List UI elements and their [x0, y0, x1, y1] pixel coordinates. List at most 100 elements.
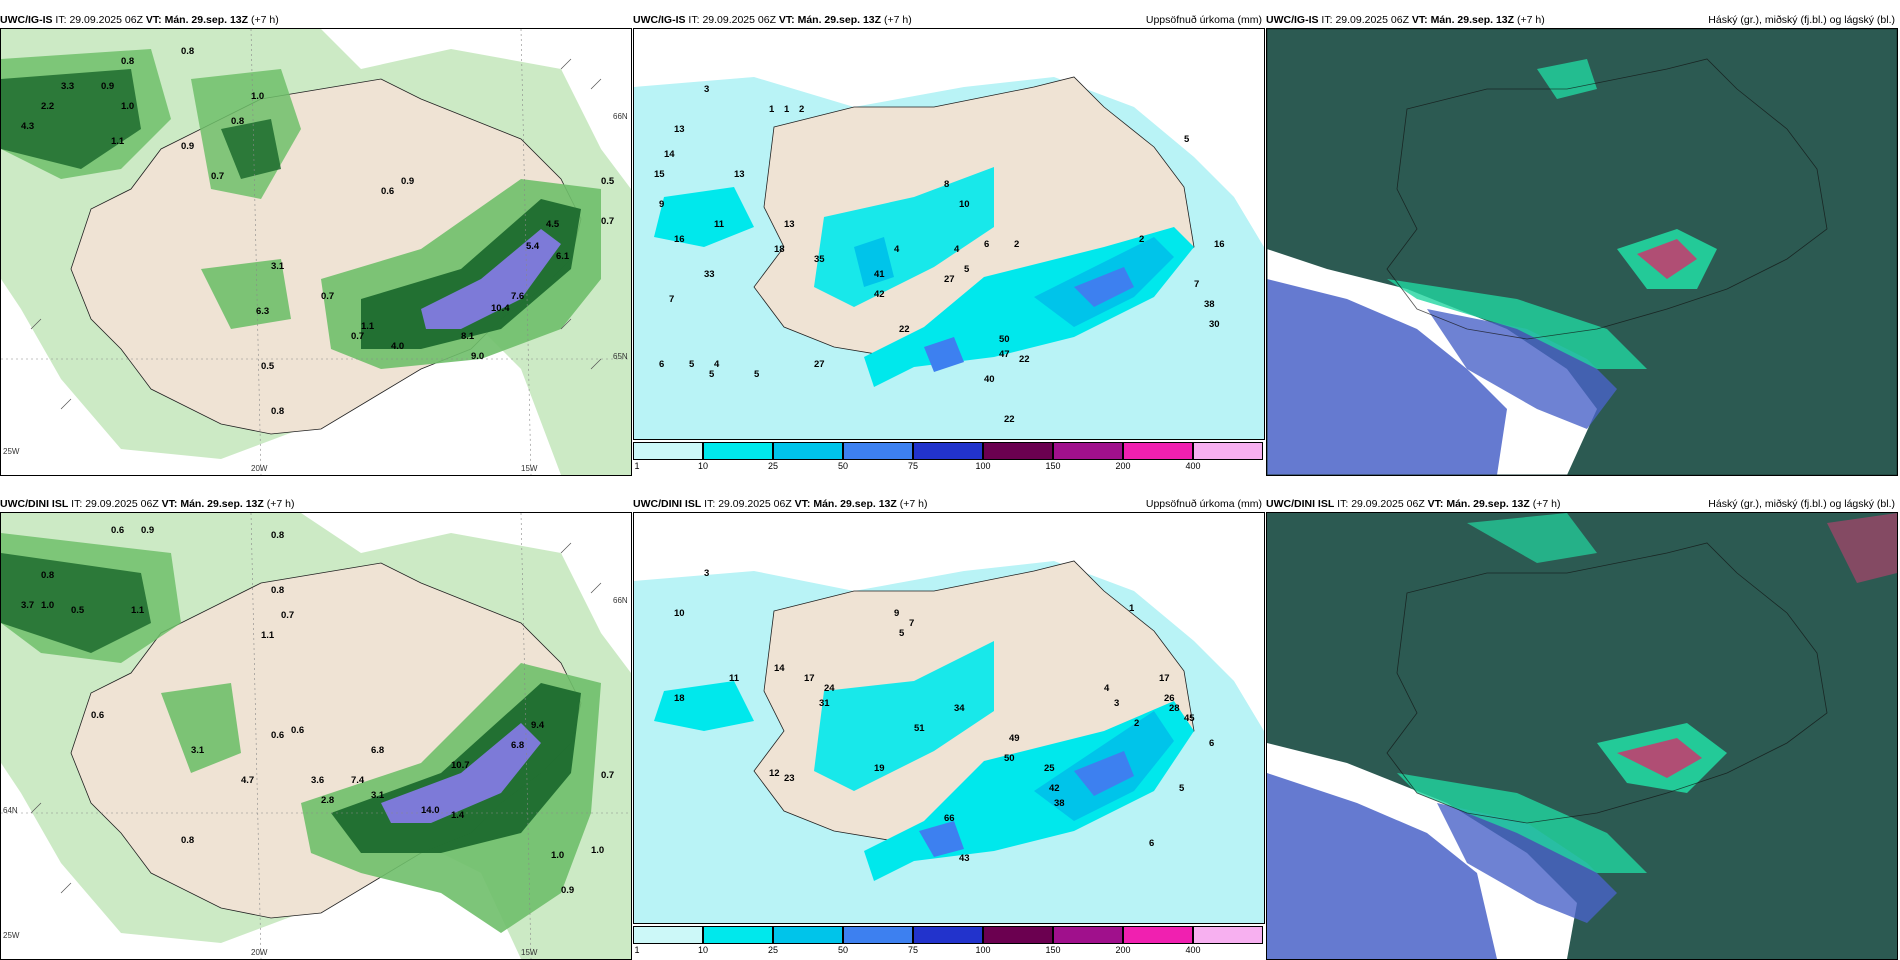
model-name: UWC/IG-IS: [0, 14, 53, 26]
accum-map: 3 1 1 2 13 14 15 9 11 16 13 13 18 35 42 41 27 33 22 27 50 47 2…: [633, 28, 1265, 440]
value-label: 47: [999, 349, 1010, 360]
value-label: 0.7: [281, 610, 294, 621]
it-label: IT:: [704, 498, 716, 510]
value-label: 3: [1114, 698, 1119, 709]
cloud-map-svg: [1267, 29, 1897, 475]
colorbar-swatch: [843, 442, 913, 460]
panel-accum-dini: UWC/DINI ISL IT: 29.09.2025 06Z VT: Mán.…: [633, 496, 1265, 955]
colorbar-label: 200: [1115, 461, 1131, 471]
value-label: 1.0: [121, 101, 134, 112]
panel-header: UWC/IG-IS IT: 29.09.2025 06Z VT: Mán. 29…: [633, 12, 1265, 28]
value-label: 3: [704, 568, 709, 579]
value-label: 27: [814, 359, 825, 370]
value-label: 0.9: [401, 176, 414, 187]
value-label: 1.1: [111, 136, 125, 147]
value-label: 0.9: [181, 141, 194, 152]
value-label: 6: [984, 239, 989, 250]
colorbar-swatch: [703, 442, 773, 460]
panel-accum-igis: UWC/IG-IS IT: 29.09.2025 06Z VT: Mán. 29…: [633, 12, 1265, 471]
value-label: 13: [674, 124, 685, 135]
value-label: 4.0: [391, 341, 404, 352]
value-label: 17: [804, 673, 815, 684]
value-label: 9: [659, 199, 664, 210]
value-label: 2: [1134, 718, 1139, 729]
value-label: 3.1: [191, 745, 205, 756]
value-label: 38: [1054, 798, 1065, 809]
value-label: 38: [1204, 299, 1215, 310]
value-label: 6.8: [511, 740, 524, 751]
value-label: 41: [874, 269, 885, 280]
panel-title: Háský (gr.), miðský (fj.bl.) og lágský (…: [1708, 498, 1895, 510]
value-label: 5: [754, 369, 760, 380]
colorbar-swatch: [1123, 926, 1193, 944]
colorbar-label: 75: [907, 461, 919, 471]
colorbar-label: 25: [767, 945, 779, 955]
value-label: 0.5: [601, 176, 615, 187]
offset: (+7 h): [899, 498, 928, 510]
value-label: 3: [704, 84, 709, 95]
value-label: 50: [1004, 753, 1015, 764]
it-value: 29.09.2025 06Z: [85, 498, 159, 510]
value-label: 3.1: [271, 261, 285, 272]
value-label: 9.0: [471, 351, 484, 362]
colorbar-swatch: [1193, 442, 1263, 460]
colorbar-swatch: [1053, 926, 1123, 944]
value-label: 22: [1019, 354, 1030, 365]
model-name: UWC/DINI ISL: [1266, 498, 1335, 510]
value-label: 4: [714, 359, 720, 370]
value-label: 1.4: [451, 810, 465, 821]
value-label: 0.9: [141, 525, 154, 536]
colorbar-label: 50: [837, 461, 849, 471]
value-label: 1.1: [361, 321, 375, 332]
it-label: IT:: [1321, 14, 1333, 26]
value-label: 4: [1104, 683, 1110, 694]
value-label: 13: [734, 169, 745, 180]
model-name: UWC/IG-IS: [1266, 14, 1319, 26]
value-label: 1.0: [41, 600, 54, 611]
colorbar-label: 150: [1045, 945, 1061, 955]
colorbar-label: 150: [1045, 461, 1061, 471]
accum-map-svg: 3101811141724311923513449502542386643284…: [634, 531, 1264, 923]
colorbar-swatch: [1053, 442, 1123, 460]
colorbar-swatch: [983, 442, 1053, 460]
value-label: 10: [674, 608, 685, 619]
value-label: 8.1: [461, 331, 475, 342]
value-label: 11: [714, 219, 725, 230]
it-label: IT:: [55, 14, 67, 26]
value-label: 49: [1009, 733, 1020, 744]
colorbar-label: 1: [634, 461, 640, 471]
value-label: 19: [874, 763, 885, 774]
value-label: 0.6: [91, 710, 104, 721]
lon-label-left: 25W: [3, 447, 20, 456]
value-label: 18: [774, 244, 785, 255]
colorbar-swatch: [703, 926, 773, 944]
it-label: IT:: [71, 498, 83, 510]
panel-cloud-igis: UWC/IG-IS IT: 29.09.2025 06Z VT: Mán. 29…: [1266, 12, 1898, 476]
value-label: 6: [1149, 838, 1154, 849]
value-label: 12: [769, 768, 780, 779]
value-label: 3.6: [311, 775, 324, 786]
lon-label-mid: 20W: [251, 464, 268, 473]
value-label: 10.7: [451, 760, 470, 771]
value-label: 1.1: [131, 605, 145, 616]
value-label: 1: [1129, 603, 1135, 614]
value-label: 5: [1179, 783, 1185, 794]
cloud-map-svg: [1267, 513, 1897, 959]
value-label: 22: [899, 324, 910, 335]
colorbar-label: 50: [837, 945, 849, 955]
value-label: 0.9: [101, 81, 114, 92]
model-name: UWC/DINI ISL: [633, 498, 702, 510]
value-label: 10.4: [491, 303, 510, 314]
value-label: 0.8: [181, 835, 194, 846]
value-label: 42: [874, 289, 885, 300]
precip-map: 0.6 0.9 0.8 3.7 1.0 0.8 0.5 1.1 0.6 0.8 0.7 1.1 0.6 0…: [0, 512, 632, 960]
value-label: 0.6: [291, 725, 304, 736]
value-label: 42: [1049, 783, 1060, 794]
value-label: 4.3: [21, 121, 34, 132]
value-label: 23: [784, 773, 795, 784]
colorbar-label: 100: [975, 461, 991, 471]
value-label: 24: [824, 683, 835, 694]
colorbar-swatch: [1193, 926, 1263, 944]
value-label: 6.3: [256, 306, 269, 317]
